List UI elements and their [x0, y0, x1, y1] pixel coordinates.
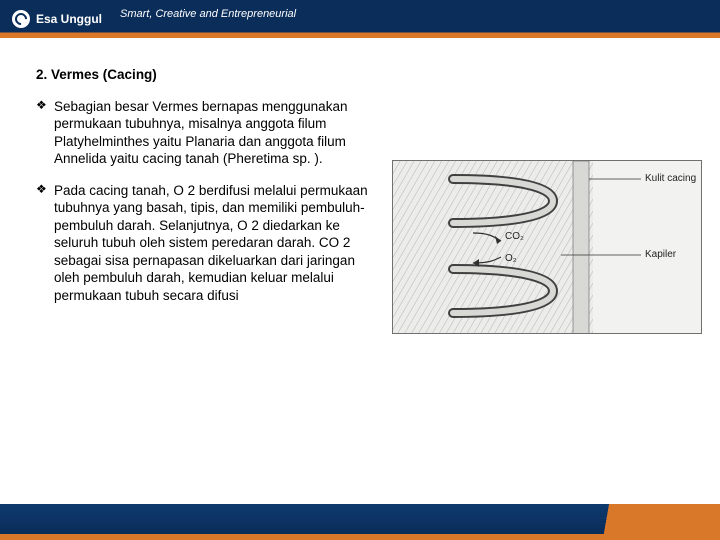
bullet-marker-icon: ❖ — [36, 98, 54, 168]
logo-text: Esa Unggul — [36, 12, 102, 26]
bullet-text: Sebagian besar Vermes bernapas menggunak… — [54, 98, 372, 168]
figure-label-o2: O₂ — [505, 253, 517, 264]
bullet-text: Pada cacing tanah, O 2 berdifusi melalui… — [54, 182, 372, 305]
bullet-marker-icon: ❖ — [36, 182, 54, 305]
figure-column: Kulit cacing Kapiler CO₂ O₂ — [392, 66, 702, 334]
header: Esa Unggul Smart, Creative and Entrepren… — [0, 0, 720, 38]
logo: Esa Unggul — [0, 10, 102, 28]
logo-icon — [12, 10, 30, 28]
bullet-item: ❖ Sebagian besar Vermes bernapas menggun… — [36, 98, 376, 168]
tagline: Smart, Creative and Entrepreneurial — [120, 8, 296, 20]
diagram-worm-skin: Kulit cacing Kapiler CO₂ O₂ — [392, 160, 702, 334]
figure-label-kulit: Kulit cacing — [645, 173, 696, 184]
bullet-item: ❖ Pada cacing tanah, O 2 berdifusi melal… — [36, 182, 376, 305]
section-heading: 2. Vermes (Cacing) — [36, 66, 376, 84]
footer-accent-line — [0, 534, 720, 540]
footer-bar — [0, 504, 720, 534]
text-column: 2. Vermes (Cacing) ❖ Sebagian besar Verm… — [36, 66, 376, 334]
footer — [0, 504, 720, 540]
content: 2. Vermes (Cacing) ❖ Sebagian besar Verm… — [0, 38, 720, 334]
footer-accent-stripe — [580, 504, 720, 534]
figure-label-co2: CO₂ — [505, 231, 524, 242]
figure-label-kapiler: Kapiler — [645, 249, 676, 260]
